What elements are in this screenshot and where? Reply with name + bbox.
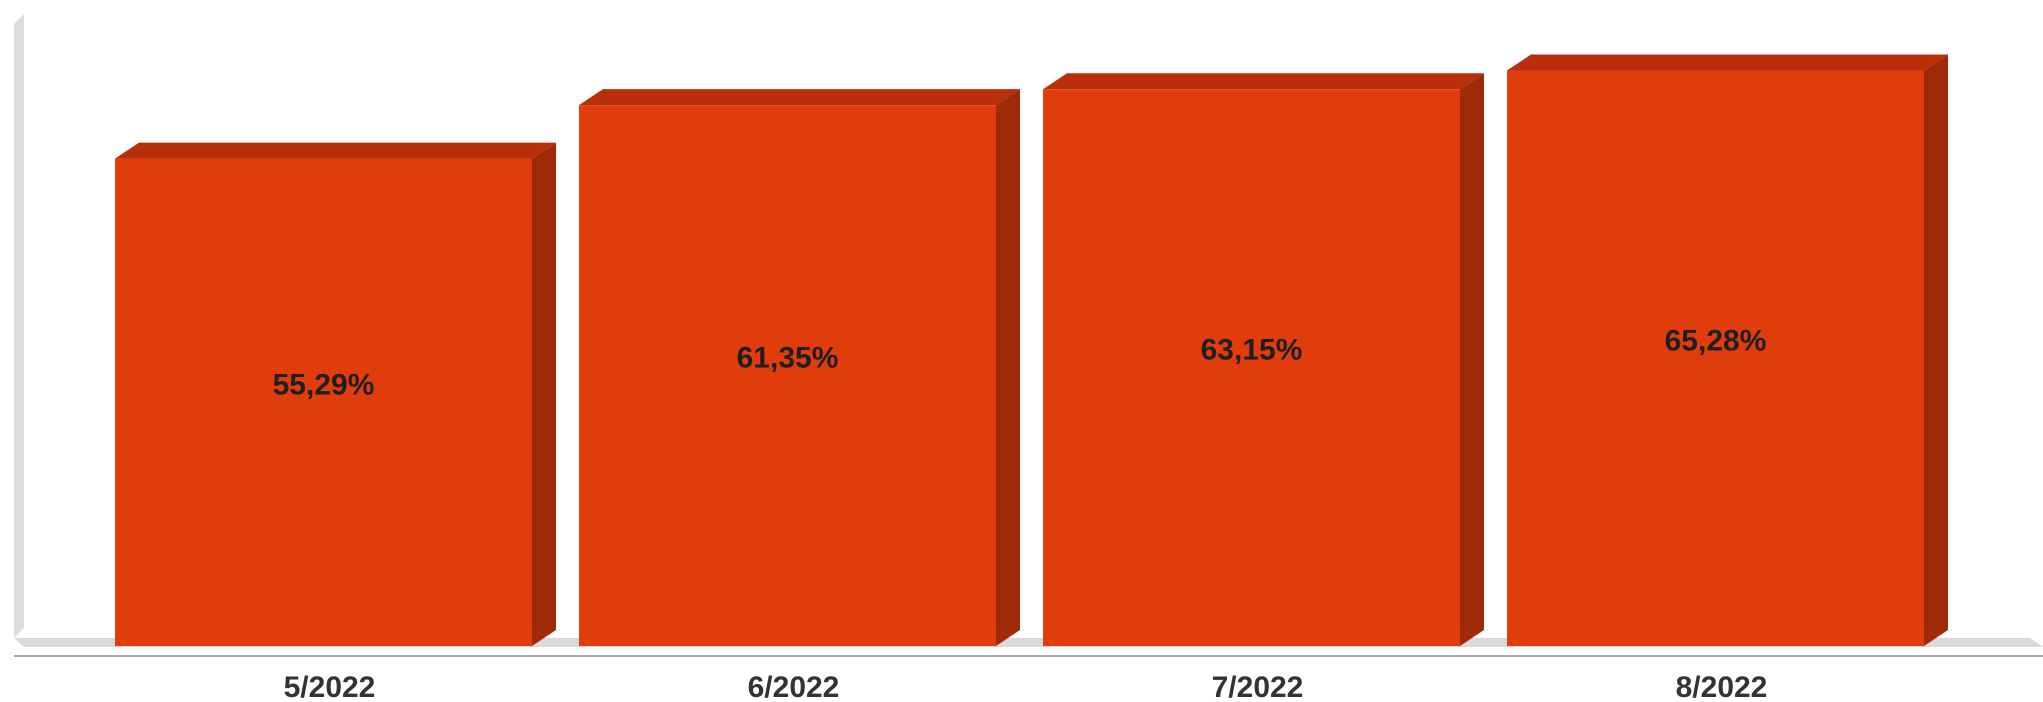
bar-6/2022 [579, 105, 996, 646]
bar-top-face [1507, 54, 1948, 71]
bar-value-label: 65,28% [1665, 324, 1767, 357]
bar-side-face [1460, 73, 1484, 646]
category-labels-group: 5/2022 6/2022 7/2022 8/2022 [284, 671, 1768, 702]
bar-value-label: 61,35% [737, 342, 839, 375]
x-tick-label: 5/2022 [284, 671, 376, 702]
x-tick-label: 6/2022 [748, 671, 840, 702]
bar-value-label: 63,15% [1201, 334, 1303, 367]
bar-top-face [579, 89, 1020, 106]
bar-7/2022 [1043, 89, 1460, 646]
bar-side-face [996, 89, 1020, 646]
bar-side-face [532, 142, 556, 646]
bar-top-face [115, 142, 556, 159]
bars-group [115, 54, 1948, 647]
value-labels-group: 55,29% 61,35% 63,15% 65,28% [273, 324, 1767, 401]
bar-side-face [1924, 54, 1948, 647]
bar-5/2022 [115, 158, 532, 646]
chart-back-wall [14, 14, 24, 638]
x-tick-label: 8/2022 [1676, 671, 1768, 702]
bar-top-face [1043, 73, 1484, 90]
bar-value-label: 55,29% [273, 368, 375, 401]
x-tick-label: 7/2022 [1212, 671, 1304, 702]
bar-8/2022 [1507, 70, 1924, 647]
